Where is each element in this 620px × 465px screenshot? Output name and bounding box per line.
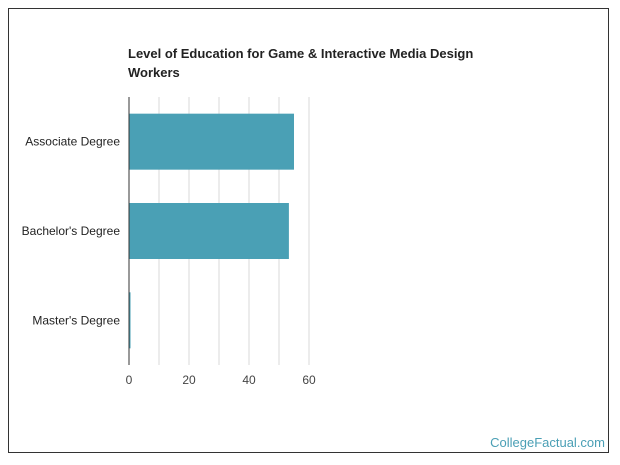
bar-layer xyxy=(129,113,294,349)
x-tick-label: 60 xyxy=(302,373,316,387)
x-tick-label: 20 xyxy=(182,373,196,387)
bar-bachelor-s-degree[interactable] xyxy=(129,203,289,259)
x-tick-labels: 0 20 40 60 xyxy=(126,373,316,387)
x-tick-label: 40 xyxy=(242,373,256,387)
category-label: Associate Degree xyxy=(25,135,120,149)
bar-master-s-degree[interactable] xyxy=(129,292,131,349)
x-tick-label: 0 xyxy=(126,373,133,387)
category-label: Master's Degree xyxy=(32,313,120,327)
chart-title: Level of Education for Game & Interactiv… xyxy=(128,46,474,80)
brand-watermark[interactable]: CollegeFactual.com xyxy=(490,435,605,450)
category-label: Bachelor's Degree xyxy=(22,224,121,238)
bar-associate-degree[interactable] xyxy=(129,113,294,170)
category-labels: Associate Degree Bachelor's Degree Master'… xyxy=(22,135,121,328)
